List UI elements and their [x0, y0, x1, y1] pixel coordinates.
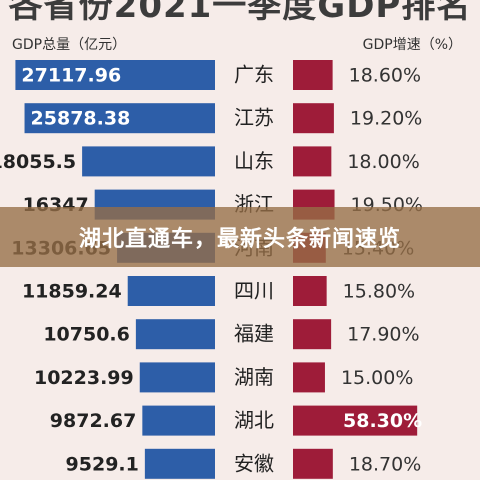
province-label: 广东: [234, 63, 274, 87]
province-label: 湖南: [234, 365, 274, 389]
gdp-growth-bar: [293, 405, 418, 436]
gdp-total-bar: [139, 362, 215, 393]
gdp-total-label: 9872.67: [50, 410, 137, 432]
province-label: 山东: [234, 149, 274, 173]
gdp-total-bar: [135, 319, 215, 350]
gdp-growth-bar: [293, 103, 334, 134]
gdp-growth-label: 15.00%: [341, 367, 413, 389]
gdp-growth-header: GDP增速（%）: [362, 37, 462, 53]
gdp-growth-label: 58.30%: [343, 410, 422, 432]
gdp-total-bar: [24, 103, 215, 134]
chart-title: 各省份2021一季度GDP排名: [8, 0, 472, 26]
gdp-total-bar: [144, 448, 215, 479]
gdp-growth-bar: [293, 60, 333, 90]
gdp-total-label: 10750.6: [43, 324, 130, 346]
news-banner-text: 湖北直通车，最新头条新闻速览: [78, 227, 401, 252]
gdp-growth-label: 19.20%: [350, 108, 422, 130]
gdp-growth-label: 18.00%: [347, 151, 419, 173]
province-label: 安徽: [234, 451, 274, 475]
gdp-total-label: 18055.5: [0, 151, 76, 173]
gdp-total-bar: [127, 276, 215, 306]
gdp-growth-label: 18.70%: [349, 453, 421, 475]
gdp-total-header: GDP总量（亿元）: [12, 37, 127, 53]
gdp-total-label: 9529.1: [66, 453, 139, 475]
province-label: 四川: [234, 279, 274, 303]
gdp-growth-label: 17.90%: [347, 324, 419, 346]
gdp-total-bar: [15, 60, 215, 90]
gdp-total-label: 11859.24: [22, 281, 122, 303]
gdp-growth-bar: [293, 276, 327, 306]
gdp-growth-label: 15.80%: [343, 281, 415, 303]
gdp-total-label: 10223.99: [34, 367, 134, 389]
province-label: 江苏: [234, 106, 274, 130]
gdp-total-label: 27117.96: [21, 65, 121, 87]
province-label: 福建: [234, 322, 274, 346]
gdp-growth-bar: [293, 319, 332, 350]
gdp-growth-label: 18.60%: [349, 65, 421, 87]
gdp-growth-bar: [293, 146, 332, 177]
gdp-total-bar: [82, 146, 216, 177]
gdp-growth-bar: [293, 362, 325, 393]
gdp-total-label: 25878.38: [31, 108, 131, 130]
gdp-total-bar: [142, 405, 215, 436]
province-label: 湖北: [234, 408, 274, 432]
news-banner[interactable]: 湖北直通车，最新头条新闻速览: [0, 207, 480, 267]
gdp-growth-bar: [293, 448, 333, 479]
